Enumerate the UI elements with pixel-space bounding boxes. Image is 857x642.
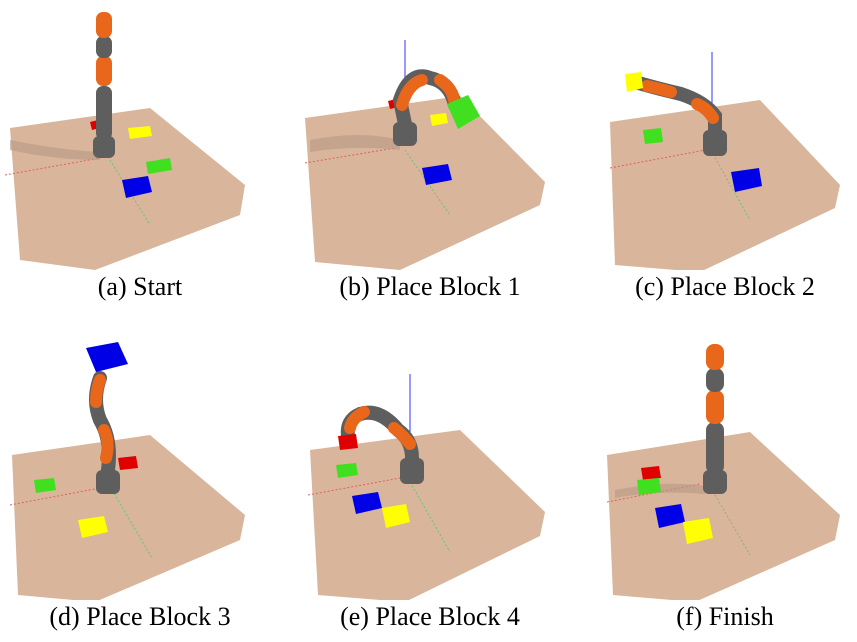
arm-shadow [10,140,100,160]
y-axis-line [710,487,751,556]
panel-start: (a) Start [0,0,280,305]
arm-link-lower [96,86,112,140]
arm-link-upper [96,36,112,58]
caption-place-block-3: (d) Place Block 3 [49,602,231,631]
block-yellow-held [625,72,643,92]
arm-joint-orange [96,56,112,86]
block-green [643,128,663,144]
panel-place-block-1: (b) Place Block 1 [290,0,570,305]
scene-place-block-2 [609,52,840,270]
x-axis-line [609,149,706,169]
panel-place-block-4: (e) Place Block 4 [290,330,570,635]
panel-place-block-3: (d) Place Block 3 [0,330,280,635]
table-surface [610,100,840,270]
block-green [336,463,358,478]
arm-shadow [310,135,400,152]
arm-joint-orange [396,74,428,111]
scene-place-block-4 [307,374,545,600]
block-yellow [430,113,448,126]
block-blue [352,492,382,514]
arm-base [703,130,727,156]
x-axis-line [4,157,101,176]
arm-base [400,458,424,484]
arm-base [96,470,120,494]
y-axis-line [409,481,451,553]
scene-start [4,12,245,270]
arm-joint-orange [706,390,724,424]
block-blue [655,504,685,528]
arm-base [703,470,727,494]
block-green [637,478,661,495]
arm-wrist [434,74,460,106]
x-axis-line [307,477,401,496]
arm-wrist [96,12,112,38]
caption-place-block-4: (e) Place Block 4 [340,602,520,631]
block-yellow [128,126,152,139]
y-axis-line [712,153,751,221]
caption-finish: (f) Finish [676,602,774,631]
arm-wrist [706,344,724,370]
block-green [34,478,56,493]
block-green-held [447,95,480,129]
arm-base [393,122,417,146]
arm-wrist [90,374,106,408]
block-blue [422,164,452,185]
arm-wrist [344,406,370,434]
arm-wrist [641,80,677,98]
arm-joint-orange [388,422,416,450]
panel-finish: (f) Finish [585,330,857,635]
x-axis-line [304,147,396,164]
block-red-held [338,434,358,450]
block-yellow [78,516,108,538]
block-blue [731,168,762,192]
arm-joint-orange [98,424,114,464]
arm-link-upper [706,368,724,392]
y-axis-line [109,159,151,226]
panel-place-block-2: (c) Place Block 2 [585,0,857,305]
scene-place-block-3 [9,342,245,600]
block-green [146,158,172,174]
table-surface [310,430,545,600]
arm-base [93,136,115,158]
block-blue [122,176,152,198]
block-yellow [683,518,713,544]
block-red [118,456,138,470]
y-axis-line [111,489,153,559]
block-yellow [382,504,410,528]
scene-finish [606,344,840,600]
table-surface [607,432,840,600]
caption-start: (a) Start [97,272,183,301]
table-surface [305,96,545,270]
x-axis-line [9,487,101,506]
block-blue-held [86,342,128,372]
scene-place-block-1 [304,40,545,270]
caption-place-block-2: (c) Place Block 2 [635,272,815,301]
y-axis-line [404,149,451,216]
block-red [641,466,661,480]
arm-joint-orange [691,98,719,124]
caption-place-block-1: (b) Place Block 1 [339,272,521,301]
arm-link-lower [706,422,724,474]
